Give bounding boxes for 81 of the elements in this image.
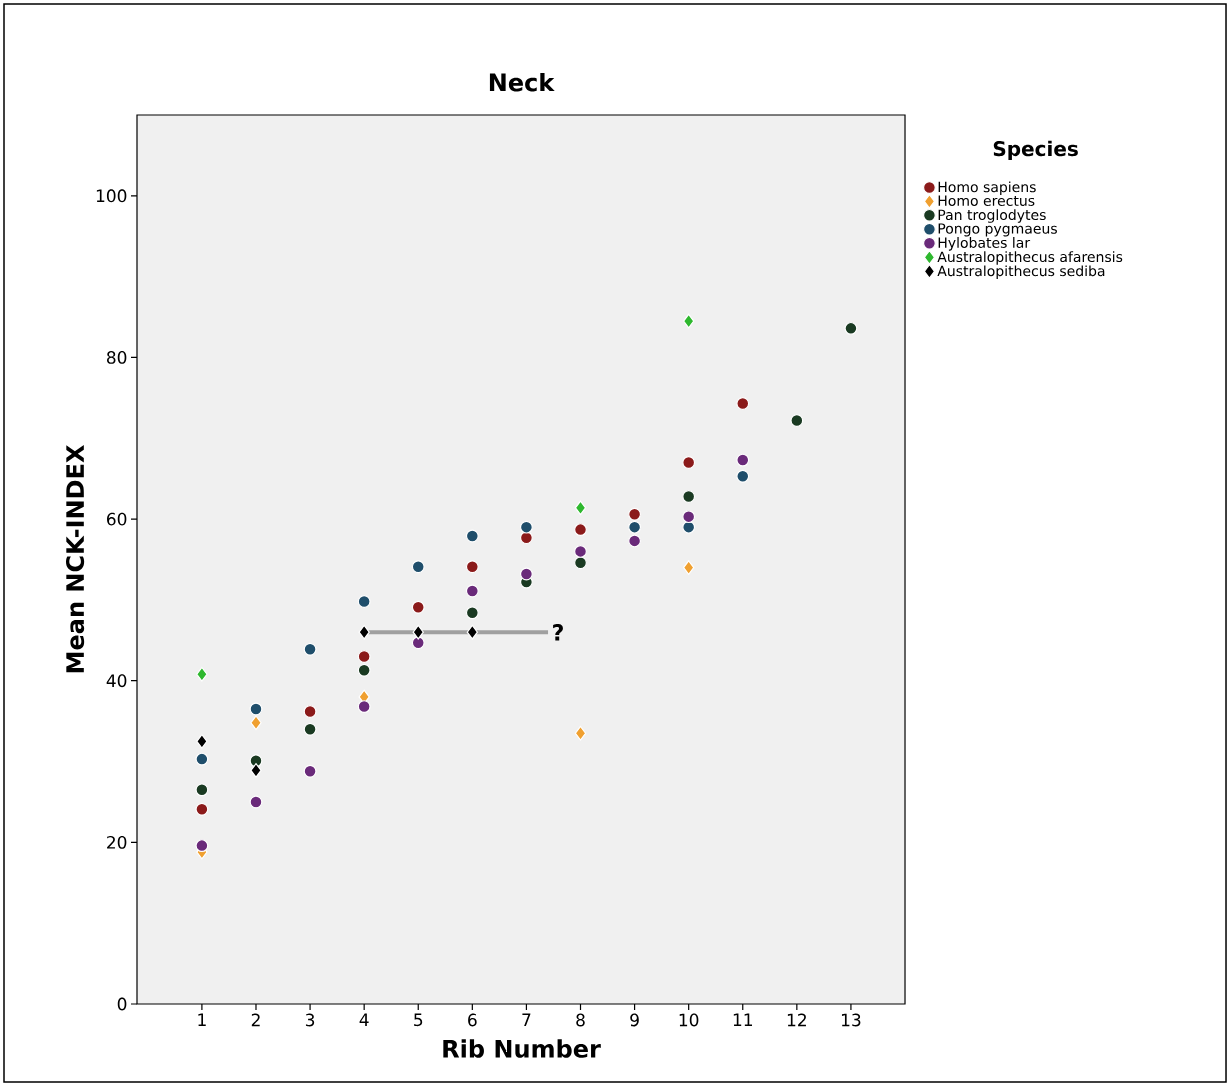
point	[790, 414, 804, 427]
point	[574, 500, 587, 516]
point	[682, 520, 696, 534]
legend-title: Species	[993, 140, 1078, 161]
point	[736, 397, 750, 410]
point	[303, 764, 317, 778]
point	[196, 666, 208, 682]
y-tick-label: 20	[107, 835, 127, 849]
point	[303, 704, 317, 718]
point	[682, 510, 696, 524]
point	[357, 650, 371, 663]
point	[195, 752, 209, 766]
point	[411, 560, 425, 574]
point	[574, 523, 587, 537]
y-tick-label: 0	[117, 997, 127, 1011]
x-tick-label: 4	[359, 1013, 369, 1026]
x-tick-label: 5	[414, 1013, 423, 1027]
point	[682, 490, 696, 503]
point	[574, 725, 587, 741]
point	[411, 600, 425, 614]
legend-label: Pan troglodytes	[938, 209, 1046, 223]
legend-label: Australopithecus sediba	[937, 265, 1105, 279]
point	[574, 556, 587, 570]
x-tick-label: 1	[198, 1013, 206, 1026]
chart-title: Neck	[489, 72, 555, 92]
point	[357, 595, 371, 608]
x-tick-label: 11	[733, 1013, 753, 1026]
y-axis-title: Mean NCK-INDEX	[66, 445, 85, 673]
x-tick-label: 8	[576, 1013, 585, 1027]
point	[411, 636, 425, 650]
x-tick-label: 2	[251, 1013, 260, 1027]
legend-label: Australopithecus afarensis	[937, 251, 1123, 265]
point	[519, 567, 533, 581]
point	[683, 313, 695, 329]
point	[574, 544, 587, 558]
legend-label: Homo erectus	[938, 195, 1035, 206]
y-tick-label: 100	[96, 189, 127, 203]
point	[195, 802, 209, 816]
point	[628, 534, 642, 548]
point	[628, 520, 642, 534]
point	[466, 624, 478, 640]
point	[683, 560, 695, 575]
x-tick-label: 9	[630, 1013, 639, 1027]
x-axis-title: Rib Number	[443, 1039, 601, 1058]
point	[249, 702, 263, 716]
point	[250, 763, 262, 778]
x-tick-label: 12	[787, 1013, 806, 1027]
point	[465, 529, 479, 543]
point	[519, 520, 533, 534]
point	[249, 795, 263, 809]
legend-label: Homo sapiens	[938, 181, 1036, 195]
point	[628, 507, 642, 521]
point	[195, 783, 209, 797]
point	[465, 606, 479, 620]
x-tick-label: 10	[679, 1013, 699, 1027]
point	[736, 469, 750, 483]
point	[303, 642, 317, 656]
point	[196, 733, 208, 749]
point	[357, 663, 371, 677]
y-tick-label: 60	[107, 512, 127, 526]
point	[357, 700, 371, 714]
x-tick-label: 13	[841, 1013, 861, 1027]
point	[736, 453, 750, 467]
point	[465, 584, 479, 598]
point	[250, 715, 262, 731]
x-tick-label: 3	[305, 1013, 315, 1027]
x-tick-label: 7	[522, 1013, 531, 1026]
point	[682, 456, 696, 469]
point	[303, 722, 317, 736]
y-tick-label: 40	[106, 674, 127, 688]
x-tick-label: 6	[468, 1013, 477, 1027]
point	[358, 624, 370, 640]
y-tick-label: 80	[107, 351, 127, 364]
point	[844, 321, 858, 335]
point	[519, 531, 533, 545]
point	[412, 624, 424, 640]
annotation: ?	[553, 624, 563, 641]
point	[195, 839, 209, 853]
legend-label: Pongo pygmaeus	[938, 223, 1057, 237]
point	[465, 560, 479, 574]
legend-label: Hylobates lar	[938, 237, 1031, 251]
